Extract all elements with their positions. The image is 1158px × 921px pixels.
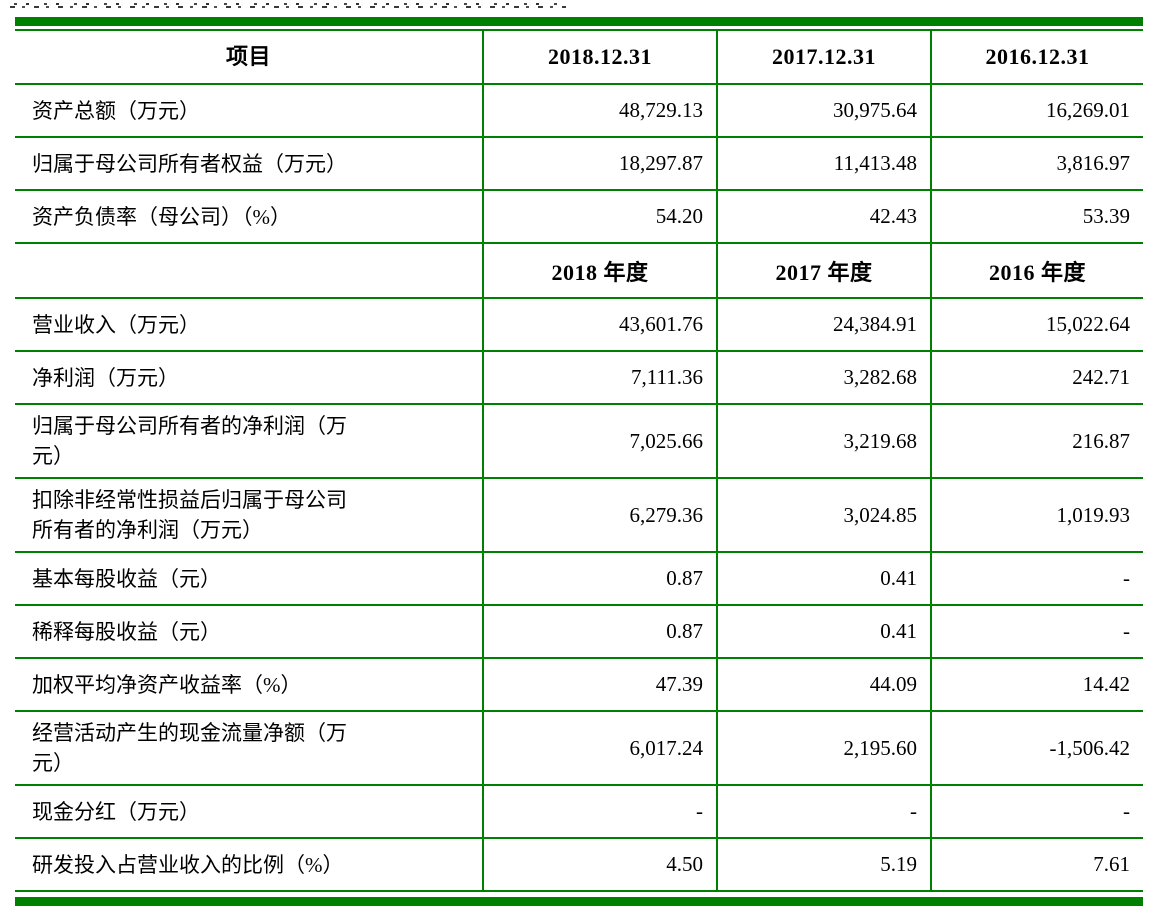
table-row: 研发投入占营业收入的比例（%） 4.50 5.19 7.61 [15, 839, 1143, 892]
header-empty-cell [15, 244, 482, 297]
cell-value: 7,025.66 [482, 405, 716, 477]
cell-value: 16,269.01 [930, 85, 1143, 136]
cell-value: 3,282.68 [716, 352, 930, 403]
header-year-2016: 2016 年度 [930, 244, 1143, 297]
table-row: 归属于母公司所有者的净利润（万 元） 7,025.66 3,219.68 216… [15, 405, 1143, 479]
cell-value: 242.71 [930, 352, 1143, 403]
table-header-row-years: 2018 年度 2017 年度 2016 年度 [15, 244, 1143, 299]
cell-value: 47.39 [482, 659, 716, 710]
table-row: 基本每股收益（元） 0.87 0.41 - [15, 553, 1143, 606]
row-label: 归属于母公司所有者的净利润（万 元） [32, 414, 347, 468]
row-label: 资产总额（万元） [32, 98, 200, 123]
table-row: 现金分红（万元） - - - [15, 786, 1143, 839]
cell-value: 2,195.60 [716, 712, 930, 784]
row-label: 基本每股收益（元） [32, 566, 221, 591]
row-label: 稀释每股收益（元） [32, 619, 221, 644]
cell-value: 216.87 [930, 405, 1143, 477]
header-date-2017: 2017.12.31 [716, 31, 930, 83]
financial-summary-table: 项目 2018.12.31 2017.12.31 2016.12.31 资产总额… [15, 29, 1143, 892]
cell-value: - [930, 606, 1143, 657]
table-row: 加权平均净资产收益率（%） 47.39 44.09 14.42 [15, 659, 1143, 712]
header-year-2018: 2018 年度 [482, 244, 716, 297]
cell-value: 48,729.13 [482, 85, 716, 136]
table-row: 归属于母公司所有者权益（万元） 18,297.87 11,413.48 3,81… [15, 138, 1143, 191]
row-label: 研发投入占营业收入的比例（%） [32, 852, 344, 877]
row-label: 现金分红（万元） [32, 799, 200, 824]
cell-value: 3,219.68 [716, 405, 930, 477]
cell-value: 6,279.36 [482, 479, 716, 551]
table-row: 经营活动产生的现金流量净额（万 元） 6,017.24 2,195.60 -1,… [15, 712, 1143, 786]
table-row: 扣除非经常性损益后归属于母公司 所有者的净利润（万元） 6,279.36 3,0… [15, 479, 1143, 553]
clipped-text-fragments [10, 1, 566, 8]
cell-value: 0.41 [716, 553, 930, 604]
cell-value: 3,024.85 [716, 479, 930, 551]
cell-value: - [930, 553, 1143, 604]
header-year-2017: 2017 年度 [716, 244, 930, 297]
cell-value: 0.87 [482, 606, 716, 657]
table-bottom-border-bar [15, 897, 1143, 906]
cell-value: 1,019.93 [930, 479, 1143, 551]
row-label: 加权平均净资产收益率（%） [32, 672, 302, 697]
cell-value: 18,297.87 [482, 138, 716, 189]
cell-value: 14.42 [930, 659, 1143, 710]
cell-value: 4.50 [482, 839, 716, 890]
row-label: 经营活动产生的现金流量净额（万 元） [32, 721, 347, 775]
header-date-2016: 2016.12.31 [930, 31, 1143, 83]
cell-value: 0.87 [482, 553, 716, 604]
row-label: 资产负债率（母公司）（%） [32, 204, 291, 229]
table-row: 稀释每股收益（元） 0.87 0.41 - [15, 606, 1143, 659]
table-row: 资产总额（万元） 48,729.13 30,975.64 16,269.01 [15, 85, 1143, 138]
table-row: 净利润（万元） 7,111.36 3,282.68 242.71 [15, 352, 1143, 405]
cell-value: - [930, 786, 1143, 837]
row-label: 净利润（万元） [32, 365, 179, 390]
table-row: 营业收入（万元） 43,601.76 24,384.91 15,022.64 [15, 299, 1143, 352]
cell-value: - [482, 786, 716, 837]
cell-value: 11,413.48 [716, 138, 930, 189]
cell-value: 0.41 [716, 606, 930, 657]
table-top-border-bar [15, 17, 1143, 26]
cell-value: 43,601.76 [482, 299, 716, 350]
cell-value: 24,384.91 [716, 299, 930, 350]
cell-value: 5.19 [716, 839, 930, 890]
table-row: 资产负债率（母公司）（%） 54.20 42.43 53.39 [15, 191, 1143, 244]
table-header-row-dates: 项目 2018.12.31 2017.12.31 2016.12.31 [15, 31, 1143, 85]
cell-value: 6,017.24 [482, 712, 716, 784]
cell-value: 15,022.64 [930, 299, 1143, 350]
cell-value: 42.43 [716, 191, 930, 242]
cell-value: -1,506.42 [930, 712, 1143, 784]
row-label: 营业收入（万元） [32, 312, 200, 337]
cell-value: 44.09 [716, 659, 930, 710]
row-label: 归属于母公司所有者权益（万元） [32, 151, 347, 176]
cell-value: 7,111.36 [482, 352, 716, 403]
cell-value: - [716, 786, 930, 837]
header-date-2018: 2018.12.31 [482, 31, 716, 83]
row-label: 扣除非经常性损益后归属于母公司 所有者的净利润（万元） [32, 488, 347, 542]
cell-value: 54.20 [482, 191, 716, 242]
header-item-label: 项目 [225, 44, 271, 69]
cell-value: 53.39 [930, 191, 1143, 242]
cell-value: 3,816.97 [930, 138, 1143, 189]
cell-value: 7.61 [930, 839, 1143, 890]
cell-value: 30,975.64 [716, 85, 930, 136]
